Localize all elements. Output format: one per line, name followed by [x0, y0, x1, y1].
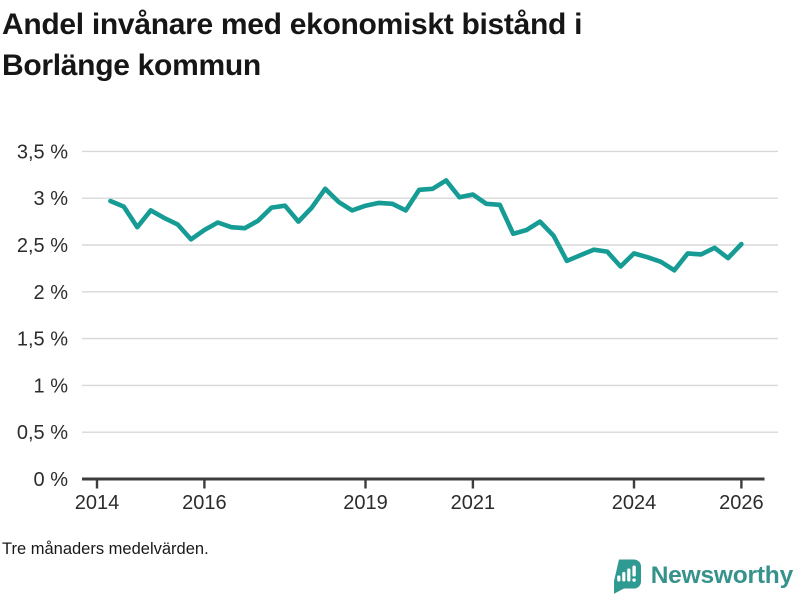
x-axis-tick-label: 2019 — [343, 492, 388, 514]
y-axis-tick-label: 1,5 % — [17, 329, 68, 351]
chart-title-line-2: Borlänge kommun — [2, 49, 261, 82]
chart-title-line-1: Andel invånare med ekonomiskt bistånd i — [2, 8, 583, 41]
chart-title: Andel invånare med ekonomiskt bistånd i … — [2, 4, 782, 86]
x-axis-tick-label: 2024 — [612, 492, 657, 514]
x-axis-tick-label: 2021 — [451, 492, 496, 514]
logo-bar-small — [616, 575, 621, 581]
x-axis-tick-label: 2016 — [182, 492, 227, 514]
x-axis-tick-label: 2026 — [719, 492, 764, 514]
y-axis-tick-label: 3 % — [34, 188, 69, 210]
y-axis-tick-label: 2 % — [34, 282, 69, 304]
logo-bar-tall — [626, 568, 631, 581]
y-axis-tick-label: 2,5 % — [17, 235, 68, 257]
logo-bar-medium — [621, 571, 626, 581]
y-axis-tick-label: 0 % — [34, 469, 69, 491]
newsworthy-logo[interactable]: Newsworthy — [611, 558, 793, 594]
y-axis-tick-label: 0,5 % — [17, 422, 68, 444]
logo-exclamation-dot — [632, 578, 636, 582]
x-axis-tick-label: 2014 — [75, 492, 120, 514]
logo-exclamation-stem — [632, 565, 636, 576]
data-line-series — [108, 178, 744, 273]
newsworthy-logo-icon — [613, 559, 641, 594]
y-axis-tick-label: 1 % — [34, 375, 69, 397]
y-axis-tick-label: 3,5 % — [17, 141, 68, 163]
chart-footnote: Tre månaders medelvärden. — [2, 540, 209, 558]
newsworthy-logo-text: Newsworthy — [650, 562, 794, 589]
